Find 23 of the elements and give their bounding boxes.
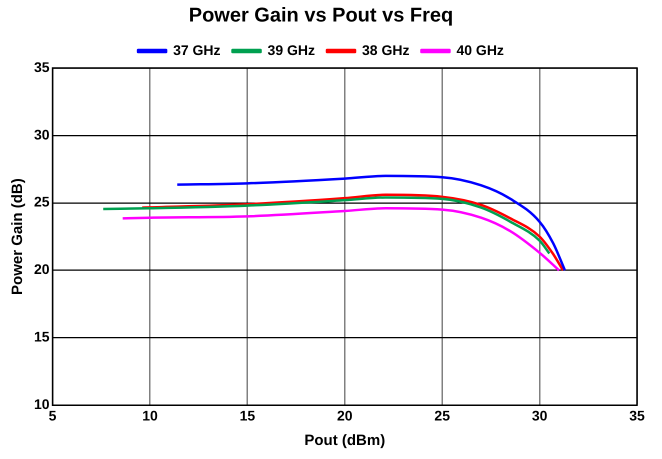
- legend-label: 38 GHz: [362, 42, 410, 58]
- x-tick-label: 5: [48, 407, 57, 424]
- x-tick-label: 20: [336, 407, 353, 424]
- x-tick-label: 25: [434, 407, 450, 424]
- y-tick-label: 15: [34, 328, 50, 345]
- y-tick-label: 10: [34, 396, 50, 412]
- x-tick-label: 10: [142, 407, 158, 424]
- x-axis-title: Pout (dBm): [304, 432, 386, 450]
- y-axis-title: Power Gain (dB): [9, 178, 26, 295]
- legend-label: 40 GHz: [456, 42, 504, 58]
- y-tick-label: 25: [34, 194, 50, 210]
- legend-label: 37 GHz: [173, 42, 221, 58]
- x-tick-label: 15: [240, 407, 256, 424]
- x-tick-label: 35: [629, 407, 645, 424]
- y-tick-label: 30: [34, 126, 50, 142]
- legend-label: 39 GHz: [268, 42, 316, 58]
- line-series: [102, 196, 551, 255]
- y-tick-label: 20: [34, 261, 50, 278]
- y-tick-label: 35: [34, 58, 50, 75]
- line-series: [121, 207, 560, 272]
- x-tick-label: 30: [532, 407, 548, 424]
- line-series: [176, 174, 566, 272]
- chart-title: Power Gain vs Pout vs Freq: [188, 4, 454, 27]
